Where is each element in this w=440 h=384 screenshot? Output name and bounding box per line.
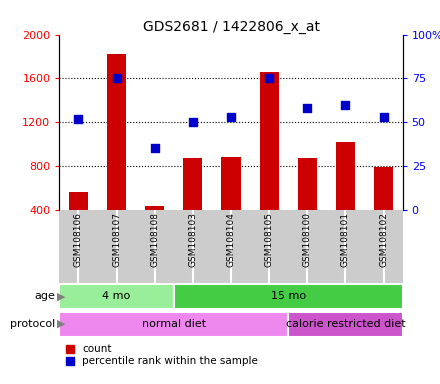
Bar [260, 72, 279, 210]
Title: GDS2681 / 1422806_x_at: GDS2681 / 1422806_x_at [143, 20, 319, 33]
Bar [374, 167, 393, 210]
Bar [174, 284, 403, 309]
Text: ▶: ▶ [57, 319, 66, 329]
Text: 4 mo: 4 mo [103, 291, 131, 301]
Text: GSM108103: GSM108103 [188, 212, 198, 267]
Text: GSM108104: GSM108104 [227, 212, 235, 267]
Text: age: age [34, 291, 55, 301]
Bar [59, 284, 174, 309]
Bar [336, 142, 355, 210]
Bar [145, 206, 164, 210]
Bar [298, 158, 317, 210]
Text: calorie restricted diet: calorie restricted diet [286, 319, 405, 329]
Text: GSM108102: GSM108102 [379, 212, 388, 267]
Bar [69, 192, 88, 210]
Text: 15 mo: 15 mo [271, 291, 306, 301]
Bar [288, 312, 403, 336]
Bar [221, 157, 241, 210]
Text: GSM108105: GSM108105 [264, 212, 274, 267]
Text: normal diet: normal diet [142, 319, 206, 329]
Point [304, 105, 311, 111]
Legend: count, percentile rank within the sample: count, percentile rank within the sample [65, 343, 259, 367]
Point [75, 116, 82, 122]
Text: GSM108106: GSM108106 [74, 212, 83, 267]
Point [113, 75, 120, 81]
Text: protocol: protocol [10, 319, 55, 329]
Text: GSM108108: GSM108108 [150, 212, 159, 267]
Point [189, 119, 196, 125]
Text: GSM108107: GSM108107 [112, 212, 121, 267]
Point [342, 101, 349, 108]
Point [227, 114, 235, 120]
Text: GSM108101: GSM108101 [341, 212, 350, 267]
Bar [59, 312, 288, 336]
Text: ▶: ▶ [57, 291, 66, 301]
Bar [183, 158, 202, 210]
Bar [107, 54, 126, 210]
Point [380, 114, 387, 120]
Text: GSM108100: GSM108100 [303, 212, 312, 267]
Point [266, 75, 273, 81]
Point [151, 145, 158, 151]
